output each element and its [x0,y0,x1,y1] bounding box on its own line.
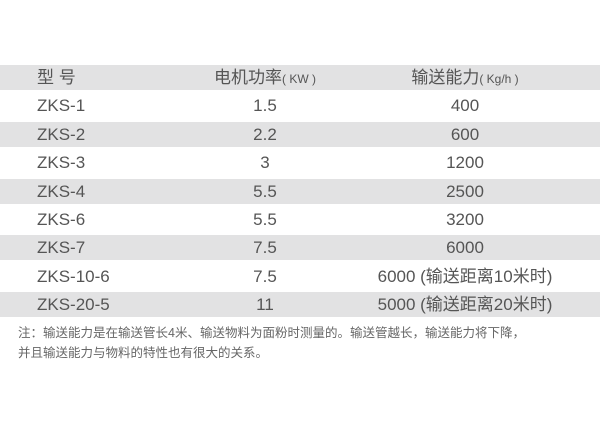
table-row: ZKS-7 7.5 6000 [0,235,600,263]
cell-capacity: 6000 [446,238,484,258]
cell-power: 3 [260,153,270,173]
cell-capacity: 5000 (输送距离20米时) [377,295,553,315]
cell-model: ZKS-4 [37,181,86,201]
header-capacity: 输送能力( Kg/h ) [411,68,519,87]
table-header: 型 号 电机功率( KW ) 输送能力( Kg/h ) [0,65,600,93]
footnote-line-1: 注：输送能力是在输送管长4米、输送物料为面粉时测量的。输送管越长，输送能力将下降… [18,326,525,340]
table-row: ZKS-4 5.5 2500 [0,178,600,207]
table-row: ZKS-10-6 7.5 6000 (输送距离10米时) [0,264,600,292]
cell-power: 2.2 [253,124,277,144]
table-row: ZKS-6 5.5 3200 [0,207,600,235]
cell-capacity: 3200 [446,209,484,229]
cell-power: 7.5 [253,238,277,258]
cell-capacity: 1200 [446,153,484,173]
table-row: ZKS-1 1.5 400 [0,93,600,121]
table-row: ZKS-2 2.2 600 [0,121,600,150]
cell-power: 5.5 [253,209,277,229]
cell-power: 11 [256,295,274,315]
table-row: ZKS-20-5 11 5000 (输送距离20米时) [0,292,600,320]
cell-power: 5.5 [253,181,277,201]
cell-capacity: 2500 [446,181,484,201]
spec-table: 型 号 电机功率( KW ) 输送能力( Kg/h ) ZKS-1 1.5 400 Z… [0,65,600,321]
cell-capacity: 400 [450,96,480,116]
cell-capacity: 6000 (输送距离10米时) [377,266,553,286]
cell-model: ZKS-1 [37,96,86,116]
header-power: 电机功率( KW ) [214,68,316,87]
cell-power: 7.5 [253,266,277,286]
table-row: ZKS-3 3 1200 [0,150,600,178]
cell-model: ZKS-2 [37,124,86,144]
cell-model: ZKS-7 [37,238,86,258]
cell-model: ZKS-3 [37,153,86,173]
header-model: 型 号 [37,68,76,87]
cell-model: ZKS-10-6 [37,266,110,286]
footnote-line-2: 并且输送能力与物料的特性也有很大的关系。 [18,346,269,360]
footnote: 注：输送能力是在输送管长4米、输送物料为面粉时测量的。输送管越长，输送能力将下降… [18,323,588,363]
cell-capacity: 600 [450,124,480,144]
cell-power: 1.5 [253,96,277,116]
cell-model: ZKS-6 [37,209,86,229]
cell-model: ZKS-20-5 [37,295,110,315]
